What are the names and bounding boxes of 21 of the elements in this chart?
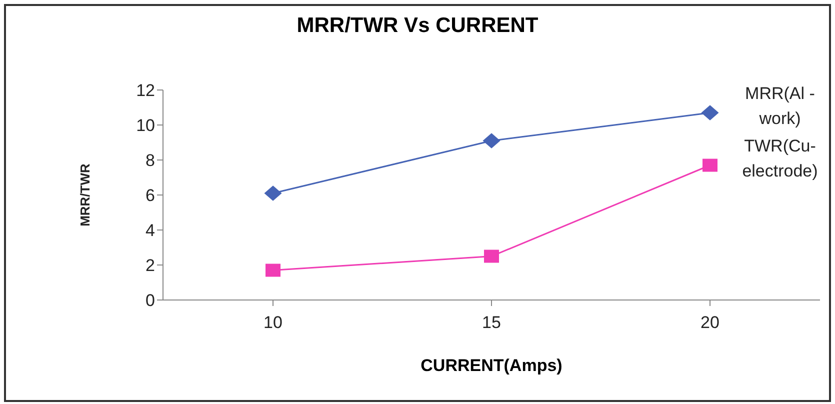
y-tick-label: 2: [146, 256, 155, 276]
x-tick-label: 20: [700, 313, 720, 332]
point: [702, 105, 718, 120]
x-tick-label: 10: [264, 313, 282, 332]
y-tick-label: 8: [146, 151, 155, 170]
point: [484, 250, 499, 263]
chart-title: MRR/TWR Vs CURRENT: [296, 14, 540, 38]
point: [266, 264, 280, 277]
point: [702, 158, 718, 172]
series-label: MRR(Al -work): [745, 84, 815, 128]
point: [264, 186, 282, 201]
point: [483, 133, 500, 148]
x-tick-label: 15: [482, 313, 501, 332]
y-tick-label: 6: [146, 186, 155, 206]
series-label: TWR(Cu-electrode): [742, 136, 818, 180]
y-tick-label: 0: [146, 291, 155, 310]
y-tick-label: 10: [136, 116, 155, 136]
y-tick-label: 12: [136, 81, 155, 100]
y-axis-title: MRR/TWR: [78, 162, 93, 226]
y-tick-label: 4: [146, 221, 155, 240]
x-axis-title: CURRENT(Amps): [420, 356, 564, 376]
